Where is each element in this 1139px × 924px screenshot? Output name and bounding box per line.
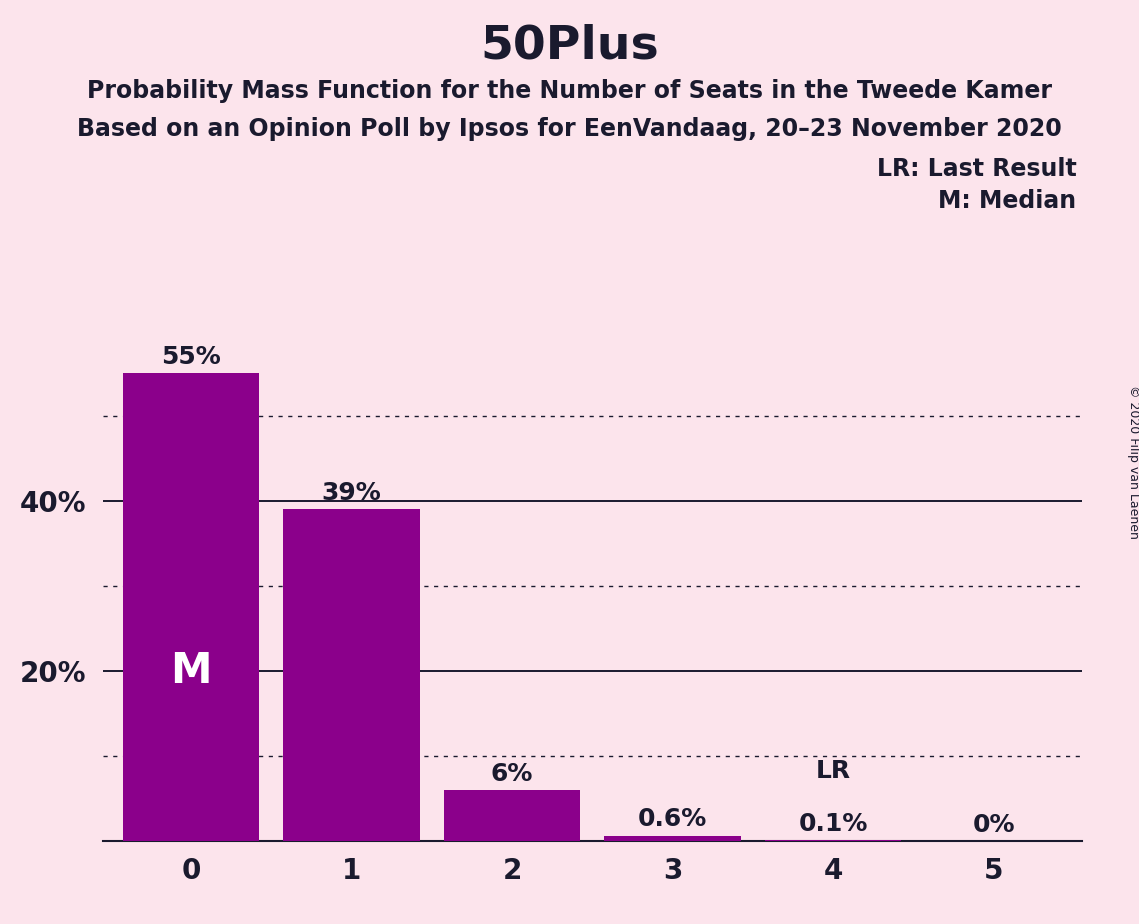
Text: Based on an Opinion Poll by Ipsos for EenVandaag, 20–23 November 2020: Based on an Opinion Poll by Ipsos for Ee… — [77, 117, 1062, 141]
Text: 39%: 39% — [321, 480, 382, 505]
Text: 6%: 6% — [491, 761, 533, 785]
Text: M: Median: M: Median — [939, 189, 1076, 213]
Bar — [444, 790, 580, 841]
Text: LR: Last Result: LR: Last Result — [877, 157, 1076, 181]
Text: 0%: 0% — [973, 812, 1015, 836]
Text: LR: LR — [816, 759, 851, 783]
Text: Probability Mass Function for the Number of Seats in the Tweede Kamer: Probability Mass Function for the Number… — [87, 79, 1052, 103]
Bar — [123, 373, 259, 841]
Text: 50Plus: 50Plus — [481, 23, 658, 68]
Text: 0.6%: 0.6% — [638, 808, 707, 832]
Text: 55%: 55% — [161, 345, 221, 369]
Text: © 2020 Filip van Laenen: © 2020 Filip van Laenen — [1126, 385, 1139, 539]
Bar — [605, 835, 740, 841]
Text: M: M — [170, 650, 212, 692]
Text: 0.1%: 0.1% — [798, 812, 868, 835]
Bar — [284, 509, 419, 841]
